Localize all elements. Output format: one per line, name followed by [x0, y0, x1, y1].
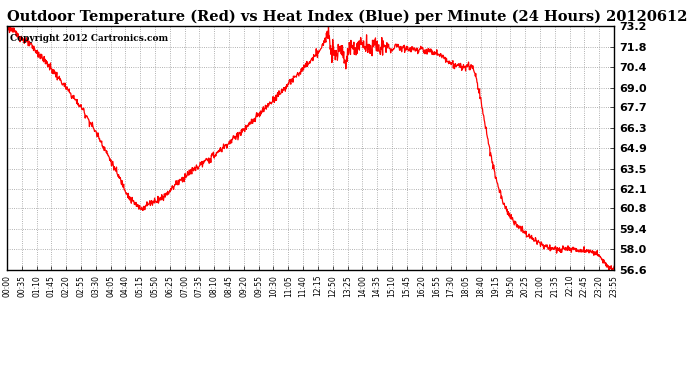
Text: Copyright 2012 Cartronics.com: Copyright 2012 Cartronics.com: [10, 34, 168, 43]
Text: Outdoor Temperature (Red) vs Heat Index (Blue) per Minute (24 Hours) 20120612: Outdoor Temperature (Red) vs Heat Index …: [7, 9, 687, 24]
